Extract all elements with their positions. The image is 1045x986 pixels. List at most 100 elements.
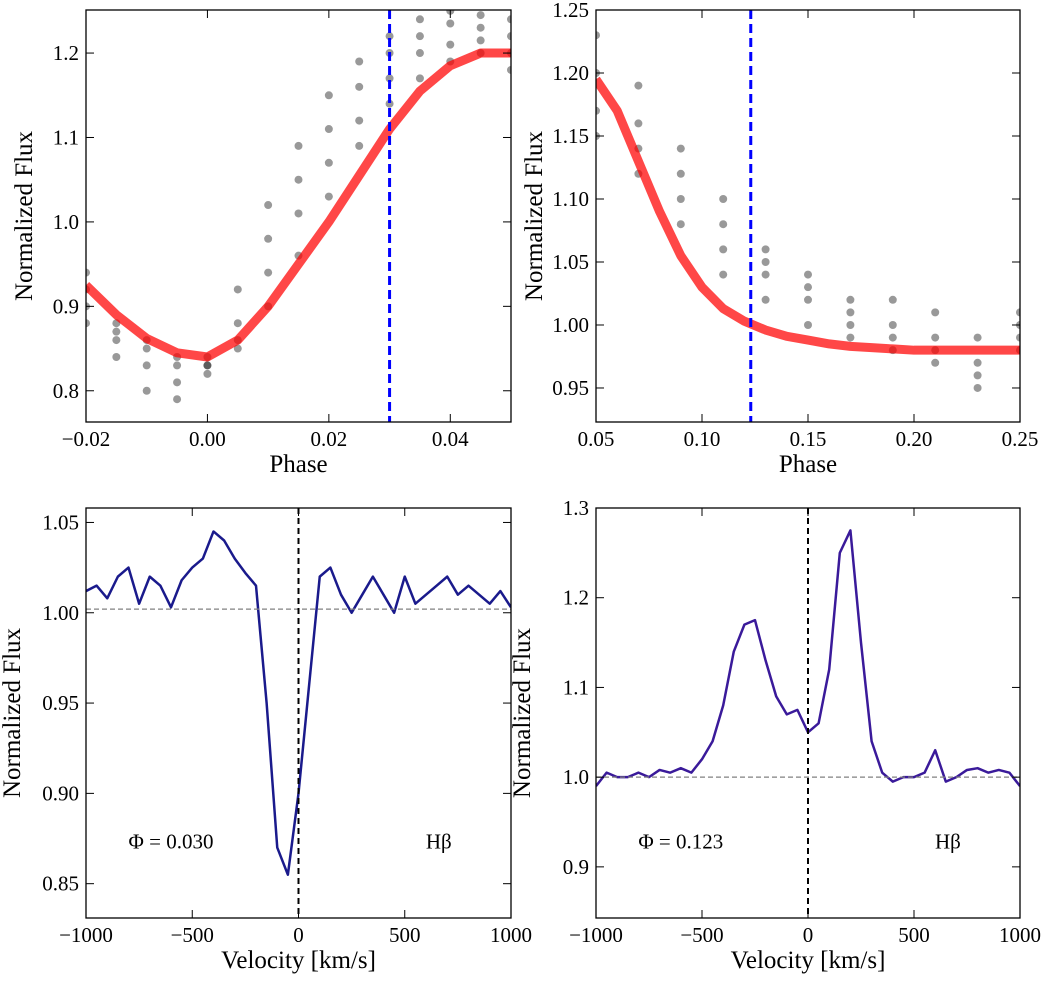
x-tick-label: 1000 (999, 923, 1041, 947)
data-point (476, 11, 485, 20)
annotation: Φ = 0.030 (129, 829, 214, 853)
data-point (264, 234, 273, 243)
data-point (931, 358, 940, 367)
data-point (676, 144, 685, 153)
y-tick-label: 0.9 (53, 294, 79, 318)
y-tick-label: 1.20 (552, 61, 589, 85)
annotation: Hβ (935, 829, 961, 853)
x-tick-label: −1000 (569, 923, 623, 947)
x-tick-label: −500 (680, 923, 723, 947)
plot-area (596, 10, 1020, 422)
data-point (264, 268, 273, 277)
data-point (846, 333, 855, 342)
data-point (846, 295, 855, 304)
y-tick-label: 0.95 (42, 691, 79, 715)
y-tick-label: 1.1 (563, 675, 589, 699)
data-point (294, 209, 303, 218)
data-point (973, 333, 982, 342)
data-point (676, 220, 685, 229)
axes-frame (85, 9, 512, 423)
data-point (446, 19, 455, 28)
data-point (415, 32, 424, 41)
x-axis-label: Velocity [km/s] (221, 947, 376, 974)
y-tick-label: 0.85 (42, 872, 79, 896)
data-point (888, 333, 897, 342)
data-point (476, 36, 485, 45)
data-point (142, 386, 151, 395)
data-point (86, 319, 90, 328)
data-point (1016, 308, 1020, 317)
data-point (112, 336, 121, 345)
y-tick-label: 1.25 (552, 0, 589, 22)
data-point (761, 257, 770, 266)
plot-area (86, 10, 511, 422)
data-point (86, 268, 90, 277)
data-point (203, 361, 212, 370)
data-point (142, 361, 151, 370)
y-tick-label: 1.05 (552, 250, 589, 274)
data-line (596, 76, 1020, 355)
y-tick-label: 1.05 (42, 510, 79, 534)
y-tick-label: 1.2 (563, 586, 589, 610)
data-point (446, 40, 455, 49)
y-tick-label: 1.0 (53, 210, 79, 234)
y-tick-label: 1.0 (563, 765, 589, 789)
data-point (294, 175, 303, 184)
data-point (846, 308, 855, 317)
y-tick-label: 1.1 (53, 125, 79, 149)
data-point (385, 99, 394, 108)
y-tick-label: 0.9 (563, 855, 589, 879)
x-tick-label: 0.00 (189, 427, 226, 451)
data-point (294, 141, 303, 150)
data-point (355, 57, 364, 66)
x-tick-label: 500 (898, 923, 930, 947)
y-tick-label: 0.90 (42, 781, 79, 805)
data-point (355, 141, 364, 150)
data-point (324, 125, 333, 134)
data-point (761, 295, 770, 304)
data-point (719, 220, 728, 229)
data-line (86, 48, 511, 362)
data-point (415, 15, 424, 24)
data-point (415, 49, 424, 58)
y-tick-label: 1.00 (552, 313, 589, 337)
data-point (676, 169, 685, 178)
annotation: Hβ (426, 829, 452, 853)
x-tick-label: 0 (803, 923, 814, 947)
x-axis-label: Phase (269, 451, 327, 478)
y-tick-label: 1.3 (563, 496, 589, 520)
data-point (264, 201, 273, 210)
x-tick-label: 0.02 (310, 427, 347, 451)
data-point (324, 192, 333, 201)
data-point (173, 378, 182, 387)
data-point (112, 352, 121, 361)
y-tick-label: 0.8 (53, 379, 79, 403)
data-point (507, 65, 511, 74)
data-point (761, 270, 770, 279)
y-axis-label: Normalized Flux (509, 627, 536, 798)
data-point (112, 327, 121, 336)
x-tick-label: −1000 (59, 923, 113, 947)
data-point (385, 32, 394, 41)
data-point (846, 320, 855, 329)
y-tick-label: 1.15 (552, 124, 589, 148)
y-tick-label: 1.00 (42, 601, 79, 625)
data-point (804, 320, 812, 329)
data-point (804, 295, 812, 304)
data-point (931, 333, 940, 342)
data-point (415, 74, 424, 83)
data-point (596, 31, 600, 40)
data-point (173, 361, 182, 370)
data-point (173, 395, 182, 404)
data-point (385, 74, 394, 83)
x-tick-label: 0.25 (1002, 427, 1039, 451)
data-point (355, 82, 364, 91)
y-axis-label: Normalized Flux (521, 130, 548, 301)
x-tick-label: 0.20 (896, 427, 933, 451)
data-point (888, 320, 897, 329)
data-point (719, 194, 728, 203)
y-tick-label: 1.2 (53, 41, 79, 65)
data-point (634, 119, 643, 128)
data-point (973, 358, 982, 367)
